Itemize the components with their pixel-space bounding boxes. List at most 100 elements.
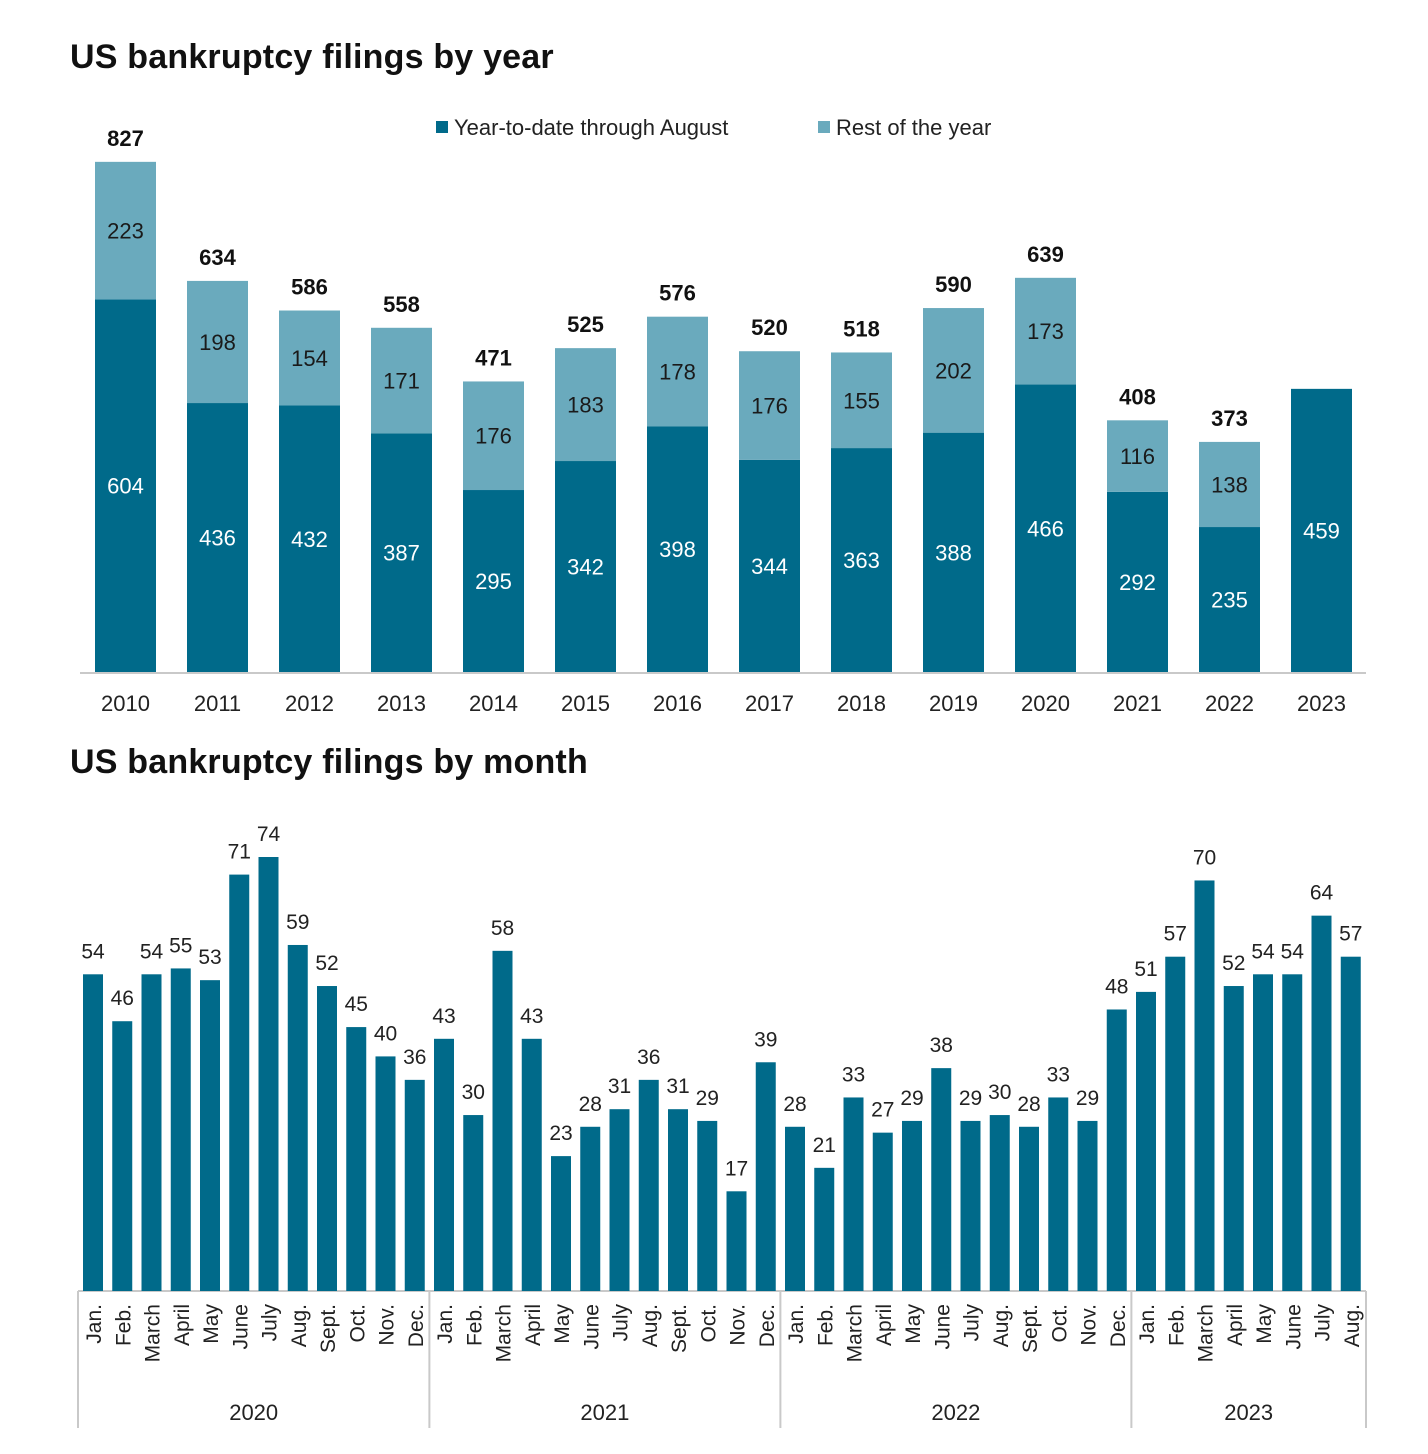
data-label-ytd-2013: 387: [383, 541, 420, 566]
data-label-2021-Feb: 30: [462, 1081, 485, 1104]
data-label-rest-2022: 138: [1211, 472, 1248, 497]
legend: Year-to-date through August Rest of the y…: [436, 115, 991, 140]
data-label-rest-2016: 178: [659, 360, 696, 385]
bar-2023-April: [1223, 986, 1244, 1291]
bar-2021-Sept: [668, 1109, 688, 1291]
month-tick-2022-Oct: Oct.: [1048, 1304, 1071, 1343]
bar-rest-2010: [95, 161, 156, 300]
month-tick-2020-Jan: Jan.: [83, 1304, 106, 1344]
data-label-2022-Oct: 33: [1047, 1063, 1070, 1086]
month-tick-2023-June: June: [1282, 1304, 1305, 1350]
data-label-2020-March: 54: [140, 940, 164, 963]
data-label-2021-May: 23: [549, 1122, 572, 1145]
bar-2021-April: [521, 1038, 542, 1291]
month-tick-2021-May: May: [551, 1304, 574, 1344]
month-tick-2022-April: April: [873, 1304, 896, 1346]
month-tick-2023-Feb: Feb.: [1165, 1304, 1188, 1346]
x-tick-2019: 2019: [929, 691, 978, 716]
data-label-2021-Nov: 17: [725, 1157, 748, 1180]
month-tick-2021-Nov: Nov.: [727, 1304, 750, 1346]
data-label-2023-April: 52: [1222, 952, 1245, 975]
data-label-2021-Aug: 36: [637, 1046, 660, 1069]
data-label-2023-Aug: 57: [1339, 923, 1362, 946]
bar-2022-May: [902, 1120, 922, 1291]
data-label-rest-2010: 223: [107, 219, 144, 244]
legend-swatch-ytd: [436, 121, 448, 133]
bar-ytd-2012: [279, 405, 340, 672]
bar-2022-Dec: [1106, 1009, 1127, 1291]
x-tick-2017: 2017: [745, 691, 794, 716]
bar-2020-Aug: [287, 944, 308, 1291]
month-tick-2021-Oct: Oct.: [697, 1304, 720, 1343]
total-label-2021: 408: [1119, 384, 1156, 409]
month-tick-2020-Feb: Feb.: [112, 1304, 135, 1346]
x-tick-2014: 2014: [469, 691, 518, 716]
data-label-2020-Sept: 52: [315, 952, 338, 975]
data-label-rest-2012: 154: [291, 346, 328, 371]
data-label-ytd-2011: 436: [199, 526, 236, 551]
legend-label-rest: Rest of the year: [836, 115, 991, 140]
data-label-rest-2020: 173: [1027, 319, 1064, 344]
month-tick-2022-Sept: Sept.: [1019, 1304, 1042, 1353]
data-label-2020-Aug: 59: [286, 911, 309, 934]
month-tick-2021-Jan: Jan.: [434, 1304, 457, 1344]
bar-2020-May: [200, 980, 220, 1291]
bar-2023-May: [1253, 974, 1273, 1291]
bar-2022-June: [931, 1068, 952, 1291]
bar-2022-March: [843, 1097, 864, 1291]
bar-2021-March: [492, 950, 513, 1291]
month-tick-2021-July: July: [610, 1304, 633, 1342]
data-label-ytd-2015: 342: [567, 555, 604, 580]
month-tick-2022-Feb: Feb.: [814, 1304, 837, 1346]
bar-2020-Dec: [404, 1079, 425, 1291]
bar-rest-2021: [1107, 420, 1168, 492]
bar-2020-Sept: [317, 986, 337, 1291]
data-label-2021-March: 58: [491, 917, 514, 940]
x-tick-2018: 2018: [837, 691, 886, 716]
data-label-2021-July: 31: [608, 1075, 631, 1098]
bar-2022-July: [960, 1120, 981, 1291]
bar-rest-2018: [831, 352, 892, 449]
month-tick-2022-June: June: [931, 1304, 954, 1350]
data-label-ytd-2020: 466: [1027, 516, 1064, 541]
bar-2021-July: [609, 1109, 630, 1291]
month-tick-2023-Jan: Jan.: [1136, 1304, 1159, 1344]
data-label-2021-Oct: 29: [696, 1087, 719, 1110]
total-label-2014: 471: [475, 345, 512, 370]
bar-2022-Sept: [1019, 1126, 1039, 1291]
data-label-2020-Jan: 54: [81, 940, 105, 963]
x-tick-2022: 2022: [1205, 691, 1254, 716]
x-tick-2013: 2013: [377, 691, 426, 716]
total-label-2015: 525: [567, 312, 604, 337]
month-tick-2020-June: June: [229, 1304, 252, 1350]
data-label-2020-Feb: 46: [111, 987, 134, 1010]
data-label-2022-July: 29: [959, 1087, 982, 1110]
total-label-2017: 520: [751, 315, 788, 340]
month-tick-2021-Sept: Sept.: [668, 1304, 691, 1353]
data-label-2022-March: 33: [842, 1063, 865, 1086]
data-label-rest-2013: 171: [383, 369, 420, 394]
total-label-2020: 639: [1027, 242, 1064, 267]
bar-ytd-2018: [831, 448, 892, 672]
bar-2021-Feb: [463, 1115, 484, 1291]
data-label-2021-April: 43: [520, 1005, 543, 1028]
x-tick-2015: 2015: [561, 691, 610, 716]
yearly-chart-title: US bankruptcy filings by year: [70, 38, 554, 76]
month-tick-2023-July: July: [1312, 1304, 1335, 1342]
data-label-rest-2011: 198: [199, 330, 236, 355]
bar-2023-Jan: [1136, 991, 1156, 1291]
month-tick-2023-March: March: [1195, 1304, 1218, 1362]
bar-2020-July: [258, 857, 279, 1291]
month-tick-2020-March: March: [142, 1304, 165, 1362]
data-label-2020-April: 55: [169, 934, 192, 957]
x-tick-2020: 2020: [1021, 691, 1070, 716]
month-tick-2020-Nov: Nov.: [376, 1304, 399, 1346]
month-tick-2020-Dec: Dec.: [405, 1304, 428, 1347]
legend-swatch-rest: [818, 121, 830, 133]
bar-2022-Oct: [1048, 1097, 1069, 1291]
data-label-2022-Jan: 28: [783, 1093, 806, 1116]
month-tick-2020-Sept: Sept.: [317, 1304, 340, 1353]
bar-2020-Jan: [83, 974, 103, 1291]
data-label-ytd-2021: 292: [1119, 570, 1156, 595]
